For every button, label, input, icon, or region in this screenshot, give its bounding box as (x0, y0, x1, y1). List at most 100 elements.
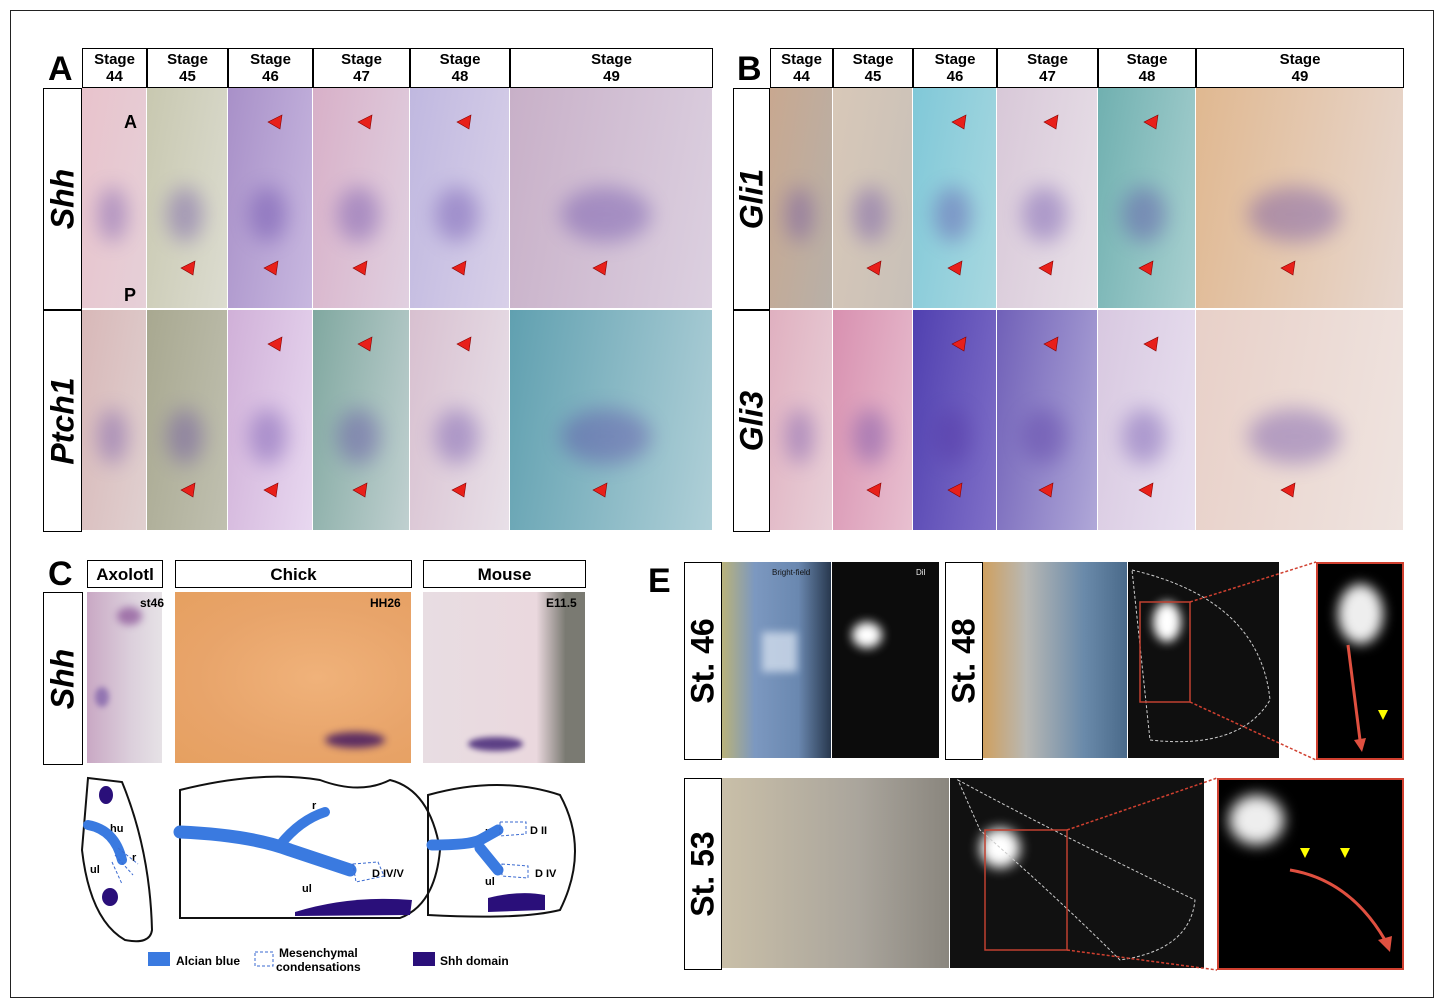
shh-domain (102, 888, 118, 906)
arrowhead (267, 114, 283, 130)
zoom-box (1139, 601, 1191, 703)
image (175, 592, 412, 765)
legend-text: Alcian blue (176, 954, 241, 968)
arrowhead (1143, 114, 1159, 130)
channel-label: DiI (916, 568, 926, 577)
zoom-image (1316, 562, 1404, 760)
stage-label: St. 48 (945, 562, 983, 760)
legend-swatch (148, 952, 170, 966)
arrowhead-shape (1143, 336, 1159, 352)
stain (325, 732, 385, 748)
arrowhead-shape (267, 114, 283, 130)
arrowhead-shape (947, 482, 963, 498)
stain (852, 187, 889, 242)
image (1098, 310, 1196, 532)
arrowhead-shape (951, 114, 967, 130)
arrowhead-shape (865, 482, 881, 498)
shh-domain (99, 786, 113, 804)
arrowhead-shape (352, 482, 368, 498)
stain (852, 409, 889, 464)
arrowhead (1138, 260, 1154, 276)
arrowhead (1300, 848, 1310, 858)
image (722, 562, 832, 760)
arrowhead-shape (1038, 482, 1054, 498)
stage-header: Stage 48 (1098, 48, 1196, 88)
arrowhead (262, 482, 278, 498)
stain (337, 409, 381, 464)
stage-header: Stage 44 (82, 48, 147, 88)
image (147, 88, 228, 310)
image (770, 88, 833, 310)
stage-header: Stage 49 (510, 48, 713, 88)
cells (1338, 584, 1383, 644)
arrowhead-shape (865, 260, 881, 276)
image (228, 88, 313, 310)
stain (933, 409, 972, 464)
gene-label: Gli1 (733, 88, 770, 310)
arrow (1289, 868, 1387, 941)
stage-tag: st46 (140, 596, 165, 610)
arrowhead (1354, 738, 1366, 752)
image (410, 310, 510, 532)
arrowhead-shape (1038, 260, 1054, 276)
arrowhead-shape (455, 336, 471, 352)
stain (1247, 187, 1341, 242)
zoom-box (984, 829, 1068, 951)
arrowhead-shape (947, 260, 963, 276)
stage-header: Stage 46 (913, 48, 997, 88)
stain (167, 187, 203, 242)
arrowhead (262, 260, 278, 276)
arrowhead (1038, 260, 1054, 276)
arrowhead-shape (1138, 482, 1154, 498)
image (983, 562, 1128, 760)
condensation (111, 847, 139, 885)
stain (249, 409, 287, 464)
structure-label: ul (485, 876, 495, 888)
legend-swatch (254, 951, 274, 967)
arrowhead-shape (951, 336, 967, 352)
arrowhead (1043, 336, 1059, 352)
arrowhead (180, 482, 196, 498)
stage-header: Stage 47 (997, 48, 1098, 88)
structure-label: ul (302, 883, 312, 895)
gene-text: Gli3 (733, 390, 769, 452)
stage-header: Stage 48 (410, 48, 510, 88)
image (1128, 562, 1280, 760)
arrowhead (947, 482, 963, 498)
panel-label: A (48, 50, 73, 88)
limb-outline (80, 776, 154, 943)
image (228, 310, 313, 532)
image (313, 310, 410, 532)
stain (560, 409, 652, 464)
legend-text: Mesenchymal condensations (276, 946, 361, 974)
arrowhead (450, 260, 466, 276)
stage-header: Stage 46 (228, 48, 313, 88)
stage-label: St. 53 (684, 778, 722, 970)
stage-tag: HH26 (370, 596, 401, 610)
species-header: Axolotl (87, 560, 163, 588)
arrow (1346, 644, 1362, 741)
condensation (499, 821, 529, 879)
gene-label: Gli3 (733, 310, 770, 532)
zoom-line (1066, 561, 1317, 971)
stain (337, 187, 381, 242)
arrowhead (1138, 482, 1154, 498)
gene-text: Shh (44, 168, 80, 230)
arrowhead (357, 114, 373, 130)
shh-domain (488, 893, 545, 912)
arrowhead (267, 336, 283, 352)
arrowhead (951, 336, 967, 352)
image (833, 88, 913, 310)
stage-header: Stage 47 (313, 48, 410, 88)
arrowhead (865, 482, 881, 498)
cells (762, 632, 797, 672)
image (147, 310, 228, 532)
cells (1153, 602, 1181, 642)
image (997, 310, 1098, 532)
stain (1022, 187, 1067, 242)
image (832, 562, 940, 760)
shh-domain (295, 898, 412, 916)
cells (1229, 795, 1284, 845)
species-header: Chick (175, 560, 412, 588)
